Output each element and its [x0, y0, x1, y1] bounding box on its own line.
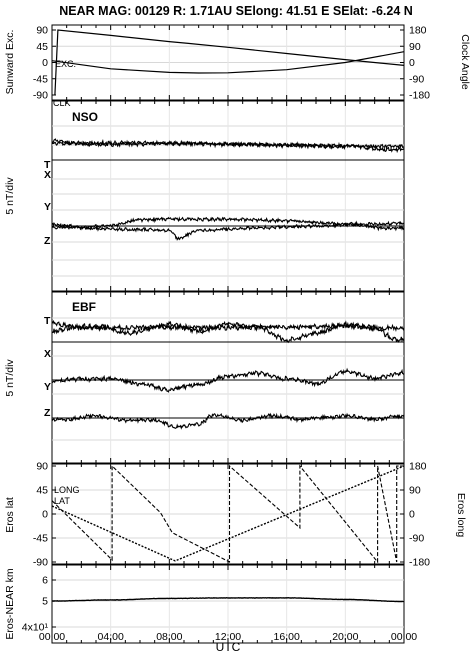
xlabel-utc: UTC	[216, 640, 241, 654]
component-label-ebf-z: Z	[44, 407, 51, 419]
ylabel-nso-scale: 5 nT/div	[4, 177, 16, 215]
p5-ytick-0: 6	[42, 575, 48, 587]
component-label-nso-y: Y	[44, 201, 51, 213]
p4-ytick-right-3: -90	[409, 533, 424, 545]
label-clk: CLK	[53, 98, 71, 108]
series-ebf-z	[51, 412, 405, 430]
p4-ytick-right-4: -180	[409, 557, 430, 569]
p4-ytick-right-0: 180	[409, 461, 427, 473]
series-ebf-x	[51, 320, 405, 344]
series-ebf-y	[51, 367, 405, 393]
p4-ytick-right-1: 90	[409, 485, 421, 497]
xtick-label-6: 00:00	[391, 631, 417, 643]
xtick-label-2: 08:00	[156, 631, 182, 643]
xtick-label-4: 16:00	[274, 631, 300, 643]
series-nso-z	[51, 220, 405, 241]
figure-title: NEAR MAG: 00129 R: 1.71AU SElong: 41.51 …	[59, 4, 413, 18]
p5-ytick-1: 5	[42, 596, 48, 608]
p4-ytick-left-2: 0	[42, 509, 48, 521]
series-eros-long	[51, 464, 404, 564]
label-exc: EXC.	[55, 59, 76, 69]
component-label-nso-x: X	[44, 169, 51, 181]
series-clock-angle	[51, 51, 405, 74]
label-lat: LAT	[54, 496, 70, 506]
component-label-ebf-x: X	[44, 348, 51, 360]
data-series	[51, 29, 405, 603]
ylabel-sunward-exc: Sunward Exc.	[4, 30, 16, 95]
xtick-label-1: 04:00	[98, 631, 124, 643]
p1-ytick-right-3: -90	[409, 73, 424, 85]
p4-ytick-left-0: 90	[36, 461, 48, 473]
xtick-label-5: 20:00	[332, 631, 358, 643]
label-long: LONG	[54, 485, 80, 495]
p1-ytick-right-2: 0	[409, 57, 415, 69]
ylabel-eros-lat: Eros lat	[4, 497, 16, 533]
p1-ytick-right-4: -180	[409, 90, 430, 102]
series-nso-x	[51, 138, 405, 154]
p1-ytick-right-1: 90	[409, 41, 421, 53]
p1-ytick-left-4: -90	[33, 90, 48, 102]
p4-ytick-left-1: 45	[36, 485, 48, 497]
series-eros-near-distance	[51, 596, 405, 603]
ylabel-eros-long: Eros long	[455, 493, 467, 538]
xtick-label-3: 12:00	[215, 631, 241, 643]
component-label-ebf-t: T	[44, 315, 51, 327]
p5-ytick-2: 4x10¹	[22, 622, 49, 634]
series-sunward-exc	[54, 29, 405, 96]
ylabel-distance: Eros-NEAR km	[4, 568, 16, 639]
p4-ytick-right-2: 0	[409, 509, 415, 521]
panel-label-nso: NSO	[72, 110, 98, 124]
p1-ytick-left-1: 45	[36, 41, 48, 53]
p4-ytick-left-4: -90	[33, 557, 48, 569]
panel-label-ebf: EBF	[72, 300, 96, 314]
p4-ytick-left-3: -45	[33, 533, 48, 545]
component-label-ebf-y: Y	[44, 381, 51, 393]
xtick-label-0: 00:00	[39, 631, 65, 643]
p1-ytick-left-0: 90	[36, 25, 48, 37]
p1-ytick-left-3: -45	[33, 73, 48, 85]
series-eros-lat	[51, 465, 405, 562]
component-label-nso-t: T	[44, 159, 51, 171]
component-label-nso-z: Z	[44, 235, 51, 247]
ylabel-ebf-scale: 5 nT/div	[4, 359, 16, 397]
p1-ytick-left-2: 0	[42, 57, 48, 69]
tick-marks: 90 45 0 -45 -90 180 90 0 -90 -180 90 45 0 -45 -90 180 90…	[22, 25, 430, 643]
ylabel-clock-angle: Clock Angle	[459, 34, 471, 90]
p1-ytick-right-0: 180	[409, 25, 427, 37]
